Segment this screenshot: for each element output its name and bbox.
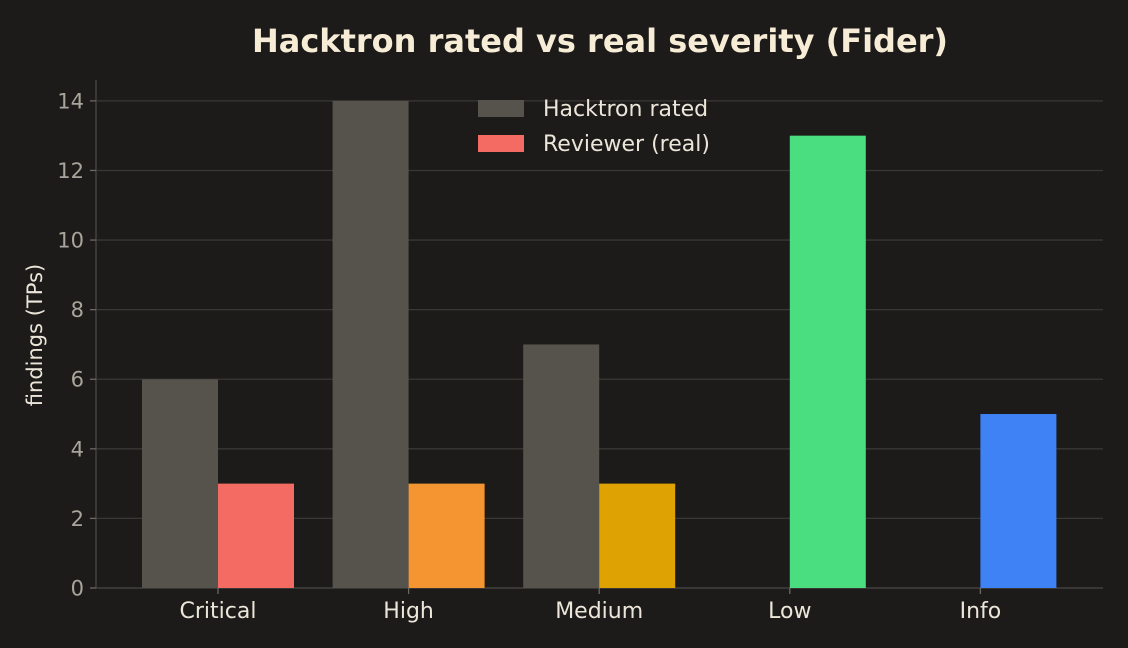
y-tick-label: 10 [57, 229, 84, 253]
legend-label-reviewer-real: Reviewer (real) [543, 132, 710, 157]
y-axis-ticks: 0 2 4 6 8 10 12 14 [57, 89, 96, 601]
y-tick-label: 4 [71, 437, 84, 461]
bar-reviewer-real-critical [218, 483, 294, 588]
x-tick-label-critical: Critical [180, 599, 257, 624]
x-tick-label-info: Info [960, 599, 1002, 624]
y-tick-label: 6 [71, 368, 84, 392]
y-axis-label: findings (TPs) [23, 264, 47, 406]
bar-hacktron-rated-critical [142, 379, 218, 588]
y-tick-label: 12 [57, 159, 84, 183]
y-tick-label: 0 [71, 577, 84, 601]
x-axis-ticks: Critical High Medium Low Info [180, 588, 1002, 624]
bar-reviewer-real-medium [599, 483, 676, 588]
grid-lines [96, 100, 1103, 520]
x-tick-label-low: Low [768, 599, 811, 624]
legend-label-hacktron-rated: Hacktron rated [543, 97, 708, 122]
legend-swatch-hacktron-rated [478, 100, 524, 117]
y-tick-label: 8 [71, 298, 84, 322]
legend: Hacktron rated Reviewer (real) [478, 97, 710, 157]
chart-title: Hacktron rated vs real severity (Fider) [252, 22, 948, 60]
x-tick-label-high: High [383, 599, 434, 624]
bars [142, 100, 1057, 588]
legend-swatch-reviewer-real [478, 135, 524, 152]
bar-reviewer-real-high [408, 483, 485, 588]
bar-hacktron-rated-medium [523, 344, 600, 588]
x-tick-label-medium: Medium [555, 599, 643, 624]
bar-reviewer-real-low [789, 135, 866, 588]
y-tick-label: 14 [57, 89, 84, 113]
bar-hacktron-rated-high [332, 100, 409, 588]
y-tick-label: 2 [71, 507, 84, 531]
bar-reviewer-real-info [980, 414, 1057, 588]
